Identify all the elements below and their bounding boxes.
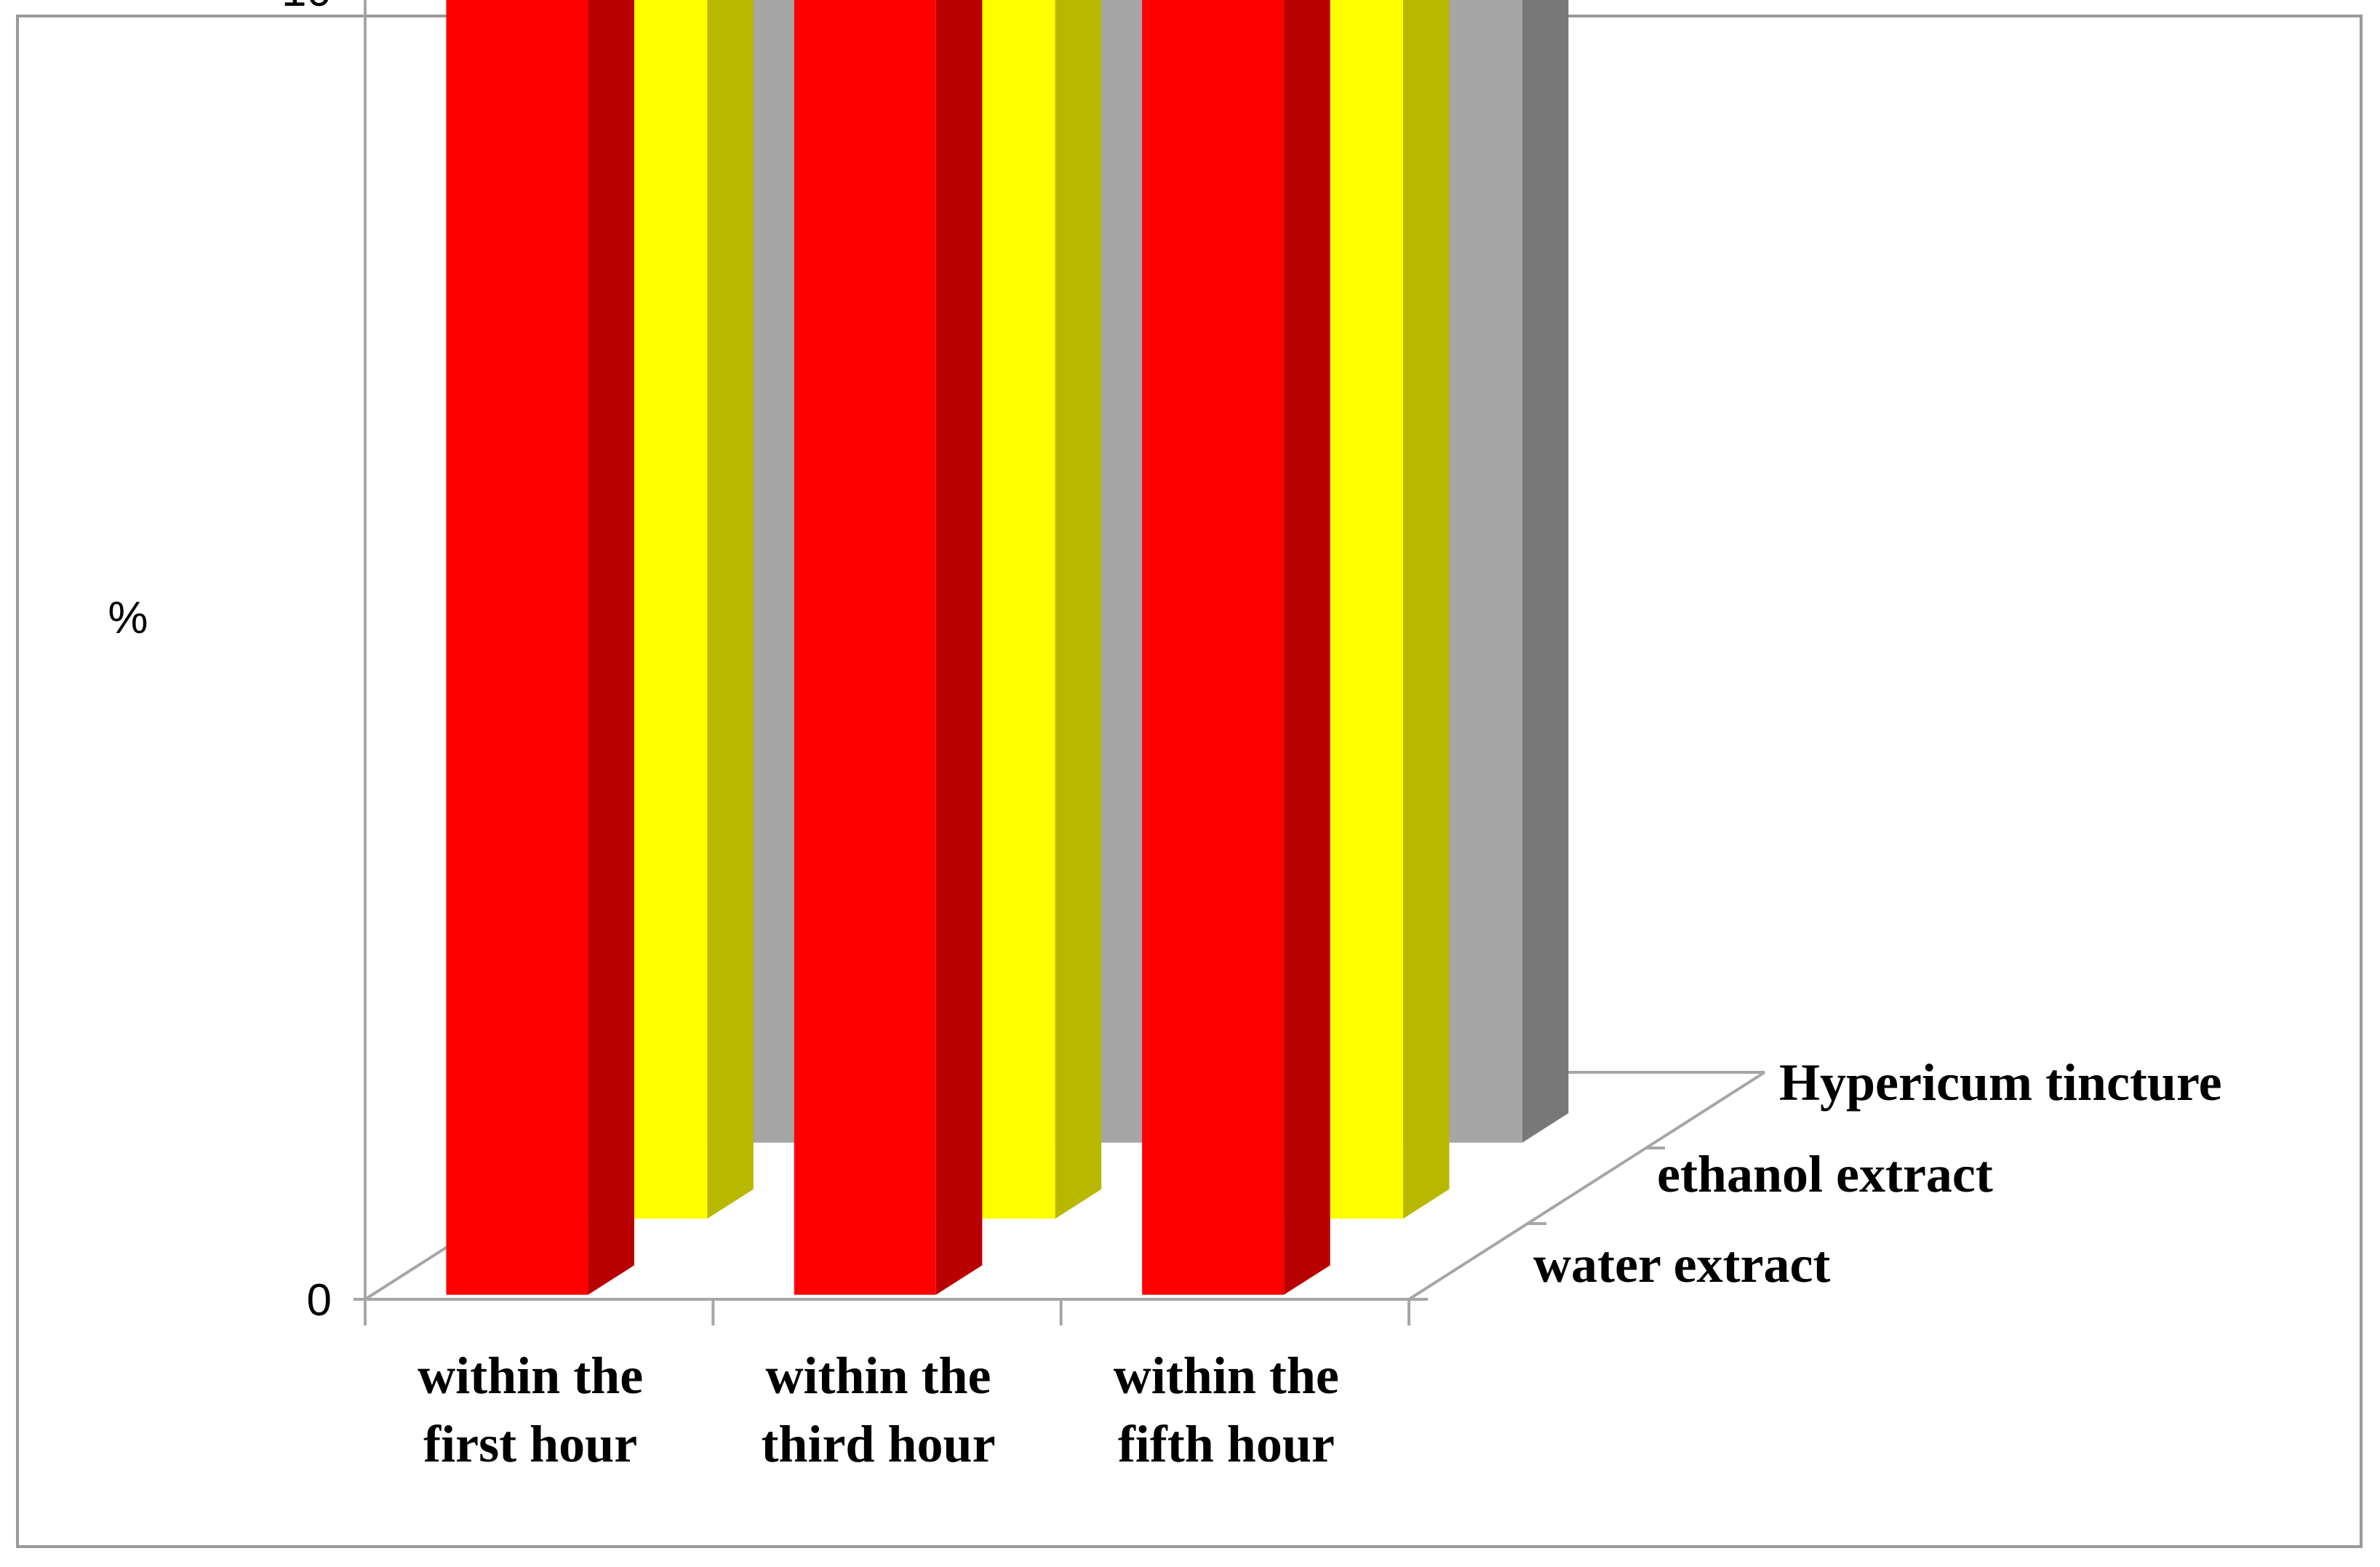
series-label-2: Hypericum tincture [1779,1053,2222,1112]
bar-side [1402,0,1450,1219]
category-label-1-line-0: within the [765,1347,991,1405]
y-tick-label-10: 10 [281,0,332,16]
category-label-0-line-0: within the [418,1347,643,1405]
category-label-2-line-0: within the [1114,1347,1339,1405]
series-label-1: ethanol extract [1657,1145,1993,1203]
bar-front [446,0,588,1295]
category-label-2-line-1: fifth hour [1118,1415,1335,1473]
bar-side [707,0,754,1219]
bar-side [935,0,983,1295]
category-label-1-line-1: third hour [761,1415,995,1473]
bar-0-1 [794,0,983,1295]
y-tick-label-0: 0 [307,1275,332,1325]
series-label-0: water extract [1533,1235,1830,1293]
bar-side [1284,0,1330,1295]
bar-side [588,0,635,1295]
chart-bars [446,0,1569,1295]
bar-front [794,0,936,1295]
y-axis-label: % [108,593,148,643]
bar-0-2 [1142,0,1330,1295]
category-label-0-line-1: first hour [423,1415,637,1473]
bar-front [1142,0,1285,1295]
bar-side [1055,0,1102,1219]
bar-0-0 [446,0,635,1295]
bar-side [1522,0,1569,1143]
